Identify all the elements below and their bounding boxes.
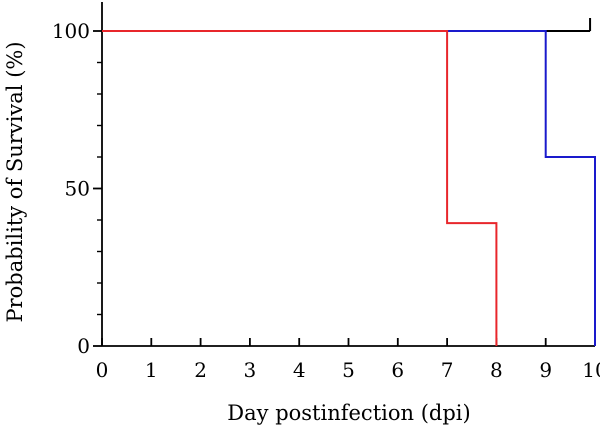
series-layer <box>102 18 596 346</box>
y-tick-label: 0 <box>77 334 90 358</box>
x-tick-label: 7 <box>441 358 454 382</box>
axes <box>93 2 596 347</box>
x-tick-label: 3 <box>244 358 257 382</box>
labels: 012345678910050100 <box>52 19 600 382</box>
x-tick-label: 1 <box>145 358 158 382</box>
y-tick-label: 100 <box>52 19 90 43</box>
x-tick-label: 0 <box>96 358 109 382</box>
x-tick-label: 9 <box>539 358 552 382</box>
x-tick-label: 10 <box>582 358 600 382</box>
x-tick-label: 8 <box>490 358 503 382</box>
x-tick-label: 6 <box>391 358 404 382</box>
x-axis-title: Day postinfection (dpi) <box>227 401 470 425</box>
y-axis-title: Probability of Survival (%) <box>3 41 27 322</box>
x-tick-label: 4 <box>293 358 306 382</box>
survival-series-line <box>102 30 596 346</box>
y-tick-label: 50 <box>65 177 90 201</box>
survival-series-line <box>102 30 498 346</box>
x-tick-label: 5 <box>342 358 355 382</box>
x-tick-label: 2 <box>194 358 207 382</box>
